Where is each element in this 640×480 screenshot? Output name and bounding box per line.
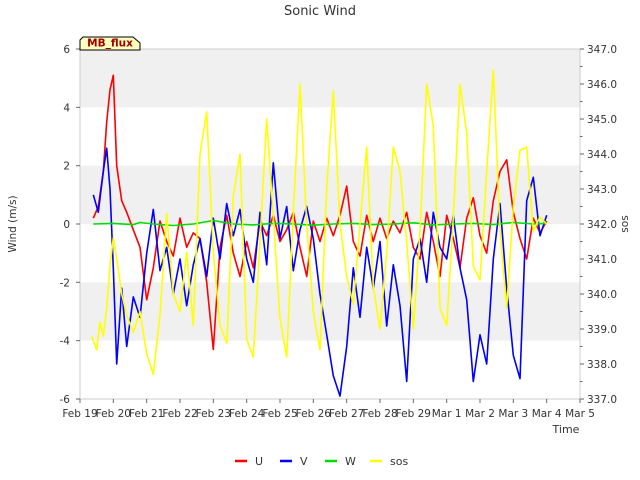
badge-shape: [79, 36, 141, 51]
badge-label: MB_flux: [87, 38, 133, 50]
y-tick-label-left: -4: [60, 336, 71, 348]
grid-bands: [80, 49, 580, 341]
legend-label-w: W: [345, 455, 356, 468]
y-tick-label-right: 340.0: [587, 289, 617, 301]
x-axis-label: Time: [552, 423, 580, 436]
x-tick-label: Feb 29: [396, 408, 431, 420]
x-tick-label: Mar 4: [532, 408, 562, 420]
y-tick-label-right: 337.0: [587, 394, 617, 406]
y-tick-label-right: 342.0: [587, 219, 617, 231]
x-tick-label: Mar 5: [565, 408, 595, 420]
y-tick-label-right: 347.0: [587, 44, 617, 56]
x-tick-label: Mar 3: [498, 408, 528, 420]
x-tick-label: Mar 1: [432, 408, 462, 420]
y-tick-label-left: 0: [63, 219, 70, 231]
y-tick-label-right: 341.0: [587, 254, 617, 266]
y-tick-label-left: 4: [63, 102, 70, 114]
x-tick-label: Mar 2: [465, 408, 495, 420]
legend-label-sos: sos: [390, 455, 408, 468]
x-tick-label: Feb 28: [362, 408, 397, 420]
badge: MB_flux: [79, 36, 141, 51]
y-tick-label-left: 6: [63, 44, 70, 56]
y-tick-label-right: 343.0: [587, 184, 617, 196]
x-tick-label: Feb 24: [229, 408, 265, 420]
y-tick-label-right: 345.0: [587, 114, 617, 126]
y-tick-label-right: 346.0: [587, 79, 617, 91]
y-tick-label-right: 344.0: [587, 149, 617, 161]
series-line-u: [92, 74, 548, 351]
series-line-v: [92, 147, 548, 397]
right-axis-ticks: 337.0 338.0 339.0 340.0 341.0 342.0 343.0 344.0…: [580, 44, 617, 406]
y-tick-label-left: -2: [60, 277, 70, 289]
y-axis-left-label: Wind (m/s): [7, 195, 19, 252]
series-line-w: [93, 219, 547, 227]
legend-label-u: U: [255, 455, 263, 468]
x-tick-label: Feb 26: [296, 408, 332, 420]
grid-band: [80, 49, 580, 108]
y-tick-label-right: 338.0: [587, 359, 617, 371]
series-layer: [90, 69, 548, 397]
y-tick-label-left: 2: [63, 161, 70, 173]
x-tick-label: Feb 27: [329, 408, 364, 420]
y-tick-label-left: -6: [60, 394, 71, 406]
x-tick-label: Feb 22: [162, 408, 197, 420]
legend-label-v: V: [300, 455, 308, 468]
grid-band: [80, 165, 580, 224]
left-axis-ticks: -6 -4 -2 0 2 4 6: [60, 44, 80, 406]
chart-title: Sonic Wind: [284, 4, 356, 19]
grid-band: [80, 282, 580, 341]
x-tick-label: Feb 20: [96, 408, 131, 420]
y-tick-label-right: 339.0: [587, 324, 617, 336]
x-tick-label: Feb 21: [129, 408, 164, 420]
x-tick-label: Feb 19: [62, 408, 97, 420]
x-tick-label: Feb 23: [196, 408, 231, 420]
y-axis-right-label: sos: [619, 215, 631, 232]
series-line-sos: [90, 69, 548, 376]
x-tick-label: Feb 25: [262, 408, 297, 420]
